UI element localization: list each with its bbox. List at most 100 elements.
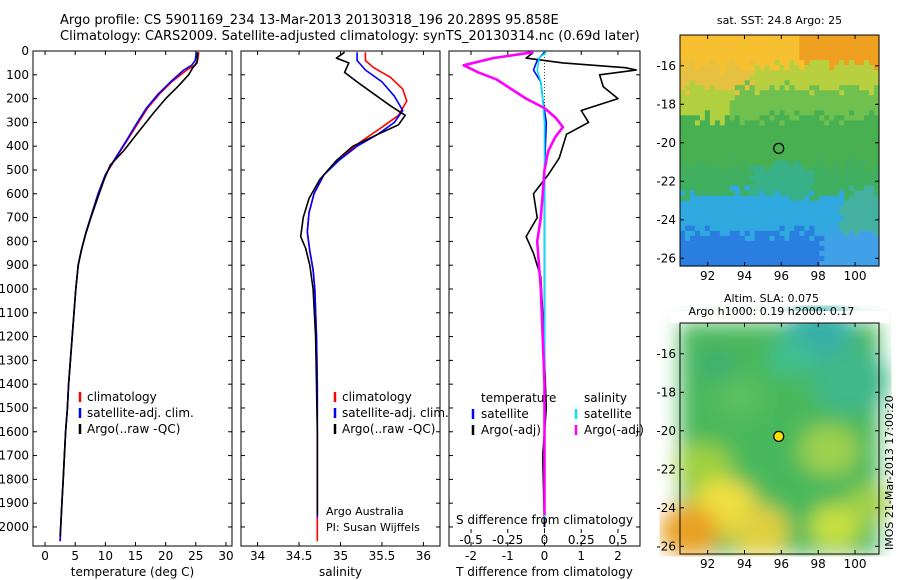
y-tick-label: 900 (6, 258, 29, 272)
heatmap-cell (754, 35, 761, 41)
heatmap-cell (709, 255, 716, 262)
heatmap-cell (859, 260, 865, 267)
heatmap-cell (844, 40, 850, 46)
heatmap-cell (724, 55, 731, 61)
heatmap-cell (859, 45, 865, 51)
x-tick-label: -1 (502, 549, 514, 563)
heatmap-cell (764, 70, 771, 76)
heatmap-cell (864, 240, 870, 247)
heatmap-cell (844, 175, 850, 182)
series-line-s-argo-adj- (462, 50, 565, 516)
heatmap-cell (854, 240, 860, 247)
heatmap-cell (859, 75, 865, 81)
heatmap-cell (784, 60, 791, 66)
heatmap-cell (684, 170, 691, 177)
heatmap-cell (704, 210, 711, 217)
heatmap-cell (794, 185, 800, 192)
heatmap-cell (689, 145, 696, 152)
heatmap-cell (779, 145, 786, 152)
heatmap-cell (844, 165, 850, 172)
heatmap-cell (779, 180, 786, 187)
heatmap-cell (794, 45, 800, 51)
heatmap-cell (764, 220, 771, 227)
heatmap-cell (699, 70, 706, 76)
heatmap-cell (854, 60, 860, 66)
heatmap-cell (839, 210, 845, 217)
heatmap-cell (759, 120, 766, 126)
heatmap-cell (859, 180, 865, 187)
heatmap-cell (754, 60, 761, 66)
heatmap-cell (819, 55, 825, 61)
figure-title-line2: Climatology: CARS2009. Satellite-adjuste… (60, 29, 640, 44)
heatmap-cell (754, 140, 761, 147)
heatmap-cell (764, 165, 771, 172)
heatmap-cell (804, 180, 810, 187)
heatmap-cell (714, 225, 721, 232)
heatmap-cell (764, 185, 771, 192)
heatmap-cell (804, 45, 810, 51)
heatmap-cell (684, 145, 691, 152)
series-line-argo-raw-qc- (59, 52, 199, 537)
heatmap-cell (774, 55, 781, 61)
heatmap-cell (759, 80, 766, 86)
heatmap-cell (714, 135, 721, 142)
heatmap-cell (715, 376, 764, 418)
heatmap-cell (869, 245, 875, 252)
heatmap-cell (839, 255, 845, 262)
heatmap-cell (849, 205, 855, 212)
heatmap-cell (784, 95, 791, 101)
heatmap-cell (869, 115, 875, 121)
heatmap-cell (734, 235, 741, 242)
heatmap-cell (759, 55, 766, 61)
heatmap-cell (719, 125, 726, 132)
heatmap-cell (694, 190, 701, 197)
heatmap-cell (749, 125, 756, 132)
x-tick-label: 15 (128, 549, 143, 563)
heatmap-cell (869, 200, 875, 207)
y-tick-label: -18 (656, 385, 676, 399)
series-line-satellite-adj-clim- (59, 52, 198, 542)
heatmap-cell (689, 230, 696, 237)
heatmap-cell (789, 85, 796, 91)
heatmap-cell (774, 80, 781, 86)
heatmap-cell (804, 205, 810, 212)
heatmap-cell (709, 65, 716, 71)
heatmap-cell (729, 220, 736, 227)
heatmap-cell (684, 190, 691, 197)
heatmap-cell (714, 70, 721, 76)
heatmap-cell (769, 260, 776, 267)
heatmap-cell (764, 235, 771, 242)
heatmap-cell (739, 225, 746, 232)
heatmap-cell (774, 195, 781, 202)
heatmap-cell (754, 75, 761, 81)
heatmap-cell (724, 235, 731, 242)
heatmap-cell (729, 110, 736, 116)
heatmap-cell (714, 170, 721, 177)
heatmap-cell (834, 100, 840, 106)
heatmap-cell (729, 105, 736, 111)
heatmap-cell (839, 130, 845, 137)
heatmap-cell (784, 190, 791, 197)
heatmap-cell (809, 180, 815, 187)
heatmap-cell (849, 140, 855, 147)
heatmap-cell (869, 225, 875, 232)
heatmap-cell (680, 50, 686, 56)
heatmap-cell (854, 215, 860, 222)
heatmap-cell (719, 80, 726, 86)
heatmap-cell (744, 35, 751, 41)
heatmap-cell (764, 255, 771, 262)
heatmap-cell (699, 135, 706, 142)
heatmap-cell (684, 120, 691, 126)
heatmap-cell (684, 140, 691, 147)
heatmap-cell (784, 155, 791, 162)
heatmap-cell (864, 140, 870, 147)
heatmap-cell (829, 175, 835, 182)
heatmap-cell (704, 75, 711, 81)
heatmap-cell (689, 125, 696, 132)
heatmap-cell (749, 65, 756, 71)
heatmap-cell (759, 235, 766, 242)
heatmap-cell (719, 50, 726, 56)
heatmap-cell (809, 135, 815, 142)
heatmap-cell (734, 130, 741, 137)
heatmap-cell (764, 160, 771, 167)
